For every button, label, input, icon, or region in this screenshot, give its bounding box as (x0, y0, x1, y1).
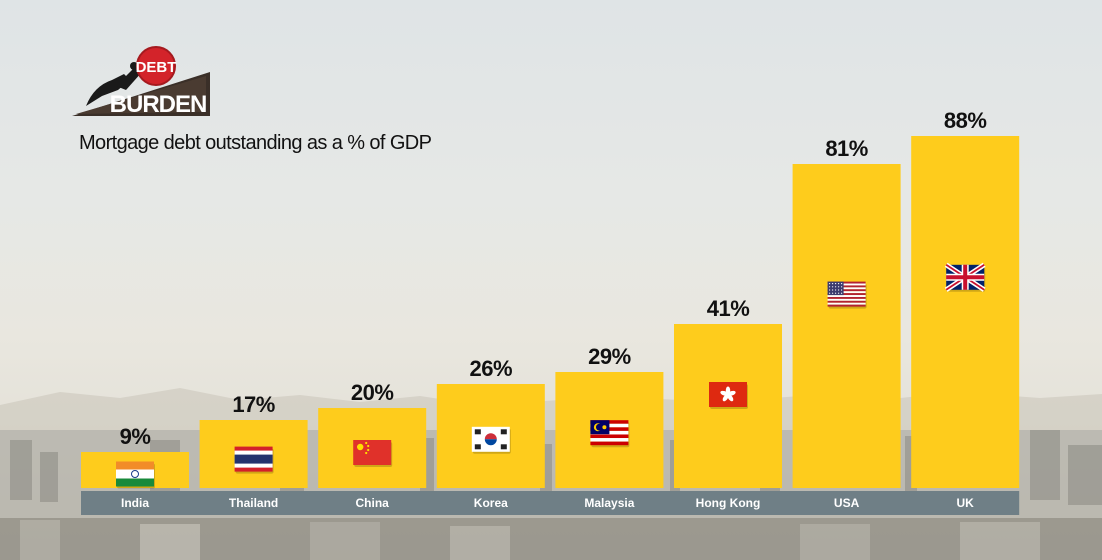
malaysia-flag-icon (590, 420, 630, 448)
category-label-hong-kong: Hong Kong (696, 496, 761, 510)
value-label-india: 9% (120, 424, 151, 449)
value-label-thailand: 17% (232, 392, 275, 417)
hong-kong-flag-icon (709, 382, 748, 409)
thailand-flag-icon (234, 446, 274, 474)
india-flag-icon (116, 461, 155, 489)
category-label-usa: USA (834, 496, 860, 510)
category-label-china: China (356, 496, 390, 510)
value-label-korea: 26% (470, 356, 513, 381)
category-label-uk: UK (957, 496, 975, 510)
korea-flag-icon (471, 426, 511, 454)
category-label-band (81, 491, 1020, 515)
bar-usa (792, 164, 901, 488)
logo-top-word: DEBT (136, 59, 177, 76)
debt-burden-logo: DEBT BURDEN (72, 46, 210, 118)
uk-flag-icon (944, 262, 986, 292)
category-label-india: India (121, 496, 149, 510)
bar-uk (911, 136, 1020, 488)
value-label-uk: 88% (944, 108, 987, 133)
value-label-malaysia: 29% (588, 344, 631, 369)
logo-bottom-word: BURDEN (110, 91, 207, 118)
usa-flag-icon (827, 281, 867, 309)
chart-title: Mortgage debt outstanding as a % of GDP (79, 132, 432, 154)
china-flag-icon (353, 440, 393, 467)
value-label-china: 20% (351, 380, 394, 405)
category-label-thailand: Thailand (229, 496, 278, 510)
value-label-usa: 81% (825, 136, 868, 161)
category-label-korea: Korea (474, 496, 508, 510)
value-label-hong-kong: 41% (707, 296, 750, 321)
category-label-malaysia: Malaysia (584, 496, 634, 510)
